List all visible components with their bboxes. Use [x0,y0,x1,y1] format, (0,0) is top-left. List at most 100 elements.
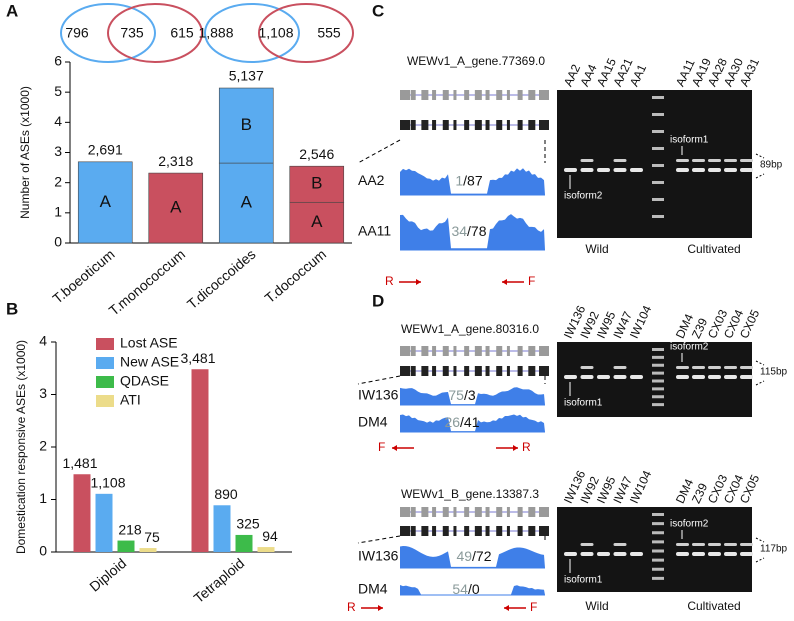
exon [432,507,437,517]
legend-label: ATI [120,392,141,408]
primer: F [530,600,537,614]
isoform-label: isoform2 [670,519,709,530]
exon [464,507,470,517]
venn-count: 1,108 [258,25,293,41]
exon [464,346,470,356]
size-label: 117bp [760,544,788,555]
y-tick-label: 1 [39,490,47,506]
bar [235,534,253,552]
exon [410,526,416,536]
band [564,375,577,379]
exon [442,120,449,130]
zoom-line [357,375,401,385]
exon [496,90,503,100]
isoform-label: isoform2 [670,342,709,353]
legend-swatch [96,395,114,407]
exon [506,346,510,356]
ladder-band [652,513,664,516]
primer: F [528,274,535,288]
ladder-band [652,522,664,526]
venn-count: 735 [120,25,144,41]
ladder-band [652,363,664,367]
exon [539,526,549,536]
exon [421,526,429,536]
exon [539,507,549,517]
exon [528,90,536,100]
venn-circle [204,3,300,63]
exon [474,366,482,376]
x-tick-label: T.dicoccoides [184,246,259,312]
exon [517,507,523,517]
segment-label: A [170,198,182,217]
exon [442,90,449,100]
panel-label: B [6,299,18,318]
primer: R [347,600,356,614]
exon [517,90,523,100]
ratio: 34/78 [451,223,486,239]
exon [400,346,410,356]
segment-label: B [241,115,252,134]
arrowhead [502,279,507,285]
gene-name: WEWv1_A_gene.77369.0 [407,54,545,68]
band [630,375,643,379]
exon [464,90,470,100]
band [740,159,753,162]
band [676,168,689,172]
exon [410,507,416,517]
x-tick-label: T.monococcum [106,246,188,319]
exon [474,90,482,100]
exon [485,507,490,517]
band [613,168,627,172]
bar [213,505,231,552]
coverage [400,585,545,595]
exon [432,526,437,536]
y-tick-label: 0 [54,234,62,250]
venn-circle [60,3,156,63]
venn-count: 1,888 [198,25,233,41]
legend-swatch [96,338,114,350]
band [676,552,689,556]
value-label: 1,481 [62,455,97,471]
size-bracket [755,173,765,179]
size-label: 115bp [760,367,788,378]
exon [400,366,410,376]
exon [442,526,449,536]
primer: R [385,274,394,288]
band [564,168,577,172]
size-bracket [755,537,765,543]
isoform-label: isoform2 [564,191,603,202]
segment-label: A [100,192,112,211]
segment-label: A [241,193,253,212]
band [740,552,753,556]
ratio-part: 49 [456,548,472,564]
ratio: 75/3 [448,387,475,403]
band [692,168,705,172]
y-axis-label: Domestication responsive ASEs (x1000) [14,340,28,554]
band [692,366,705,369]
exon [485,346,490,356]
ladder-band [652,387,664,391]
venn-count: 615 [170,25,194,41]
exon [496,366,503,376]
exon [528,526,536,536]
band [613,159,627,162]
band [692,543,705,546]
arrowhead [378,605,383,611]
total-label: 2,546 [299,146,334,162]
exon [453,120,457,130]
segment-label: B [311,174,322,193]
exon [539,346,549,356]
x-tick-label: Diploid [86,555,129,595]
exon [453,90,457,100]
band [724,375,737,379]
ratio-part: /3 [464,387,476,403]
band [580,552,594,556]
exon [410,346,416,356]
exon [400,120,410,130]
isoform-label: isoform1 [564,398,603,409]
exon [539,120,549,130]
bar-segment [289,165,345,203]
exon [517,366,523,376]
sample-label: DM4 [358,414,388,430]
band [724,543,737,546]
